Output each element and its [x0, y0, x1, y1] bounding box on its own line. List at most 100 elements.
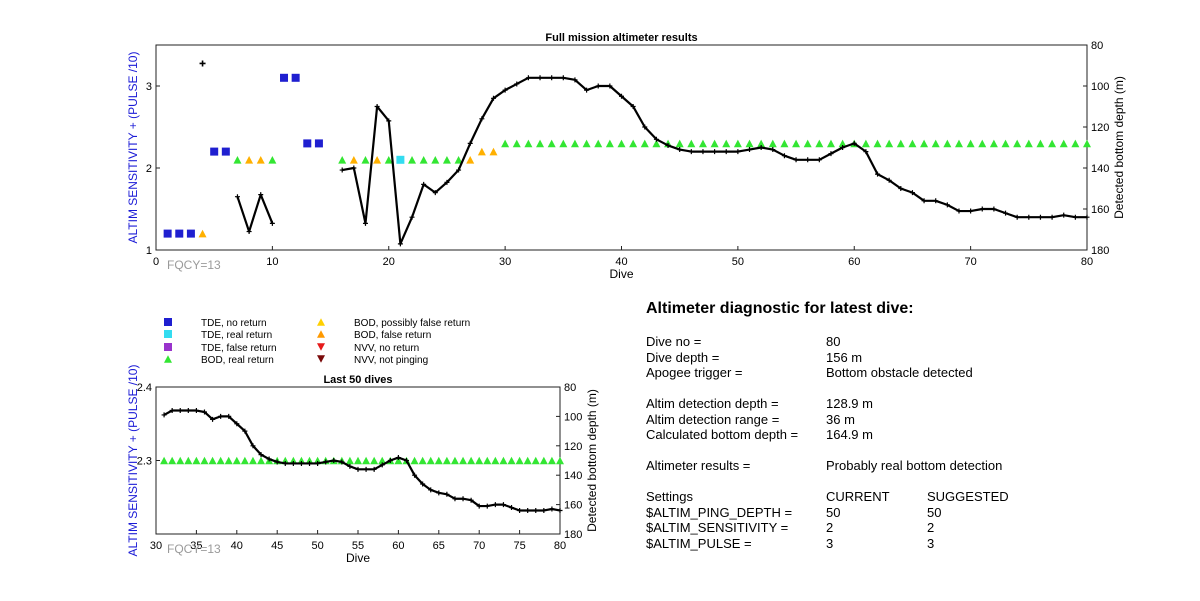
main-depth-point [653, 136, 659, 142]
main-depth-line [236, 193, 274, 233]
main-data-point [489, 147, 498, 156]
main-depth-point [863, 149, 869, 155]
main-depth-point [781, 153, 787, 159]
main-depth-point [607, 83, 613, 89]
legend-marker [164, 318, 172, 326]
last50-data-point [184, 456, 193, 465]
setting-current: 2 [826, 520, 834, 535]
main-depth-point [840, 145, 846, 150]
main-data-point [419, 156, 428, 164]
last50-x-tick-label: 30 [150, 540, 162, 552]
main-data-point [943, 139, 952, 148]
main-depth-point [456, 167, 462, 173]
altim-detection-range-value: 36 m [826, 411, 855, 427]
main-data-point [338, 156, 347, 164]
last50-data-point [515, 456, 524, 465]
main-depth-point [595, 83, 601, 89]
main-depth-point [421, 181, 427, 187]
last50-x-tick-label: 50 [311, 540, 323, 552]
legend-marker [317, 343, 325, 351]
last50-depth-point [193, 408, 199, 414]
last50-data-point [354, 456, 362, 465]
last50-chart-title: Last 50 dives [323, 374, 392, 386]
main-depth-point [805, 157, 811, 163]
main-chart-title: Full mission altimeter results [545, 32, 697, 44]
main-depth-point [351, 165, 357, 171]
altim-detection-range-label: Altim detection range = [646, 411, 780, 427]
main-data-point [524, 139, 533, 148]
main-data-point [477, 147, 486, 156]
main-depth-point [258, 192, 264, 198]
main-data-point [536, 139, 545, 148]
last50-x-axis-label: Dive [346, 551, 370, 565]
main-y2-tick-label: 100 [1091, 81, 1109, 93]
main-depth-point [875, 171, 881, 177]
main-depth-point [979, 206, 985, 212]
main-data-point [1048, 139, 1057, 148]
main-data-point [989, 139, 998, 148]
setting-suggested: 3 [927, 535, 935, 551]
main-data-point [501, 139, 510, 148]
last50-depth-point [347, 463, 353, 469]
setting-suggested: 2 [927, 520, 935, 535]
altimeter-results-value: Probably real bottom detection [826, 458, 1003, 473]
last50-depth-point [331, 458, 337, 463]
last50-depth-point [541, 507, 547, 513]
main-depth-point [688, 149, 694, 155]
last50-depth-point [218, 413, 224, 419]
main-depth-point [1061, 212, 1067, 218]
main-depth-point [793, 157, 799, 163]
last50-y2-tick-label: 80 [564, 382, 576, 394]
main-depth-point [828, 151, 834, 157]
main-data-point [245, 156, 254, 164]
main-data-point [373, 156, 382, 164]
last50-data-point [442, 456, 451, 465]
last50-data-point [507, 456, 516, 465]
last50-data-point [426, 456, 435, 465]
main-data-point [1013, 139, 1022, 148]
main-depth-point [467, 140, 473, 146]
last50-data-point [240, 456, 249, 465]
setting-current: 50 [826, 504, 841, 520]
last50-depth-point [476, 503, 482, 509]
main-depth-point [537, 75, 543, 81]
main-data-point [920, 139, 929, 148]
setting-row: $ALTIM_PING_DEPTH = 50 50 [646, 505, 1166, 521]
last50-data-point [216, 456, 225, 465]
main-depth-point [560, 75, 566, 81]
diagnostic-title: Altimeter diagnostic for latest dive: [646, 300, 914, 317]
last50-depth-point [436, 490, 442, 496]
last50-depth-point [266, 456, 272, 462]
last50-data-point [531, 456, 540, 465]
main-depth-point [514, 81, 520, 87]
last50-y-tick-label: 2.3 [137, 456, 152, 468]
apogee-value: Bottom obstacle detected [826, 365, 973, 380]
main-depth-point [991, 206, 997, 212]
setting-name: $ALTIM_PULSE = [646, 535, 752, 551]
last50-data-point [345, 456, 354, 465]
main-data-point [431, 156, 440, 164]
last50-depth-point [323, 459, 329, 465]
last50-depth-point [355, 466, 361, 472]
main-depth-point [490, 95, 496, 101]
main-depth-point [712, 149, 718, 155]
last50-depth-point [500, 502, 506, 508]
altim-detection-range-row: Altim detection range = 36 m [646, 412, 1166, 428]
legend-label: BOD, false return [354, 330, 431, 341]
last50-depth-point [234, 421, 240, 427]
last50-data-point [362, 456, 371, 465]
main-depth-point [619, 93, 624, 99]
main-x-tick-label: 50 [732, 256, 744, 268]
last50-data-point [410, 456, 419, 465]
main-data-point [826, 139, 835, 148]
main-depth-point [665, 142, 671, 148]
main-depth-point [444, 179, 450, 185]
main-depth-point [339, 167, 345, 173]
last50-depth-point [290, 460, 296, 466]
suggested-label: SUGGESTED [927, 489, 1009, 504]
legend-label: TDE, false return [201, 343, 277, 354]
main-data-point [361, 156, 370, 164]
main-data-point [408, 156, 417, 164]
last50-data-point [248, 456, 257, 465]
